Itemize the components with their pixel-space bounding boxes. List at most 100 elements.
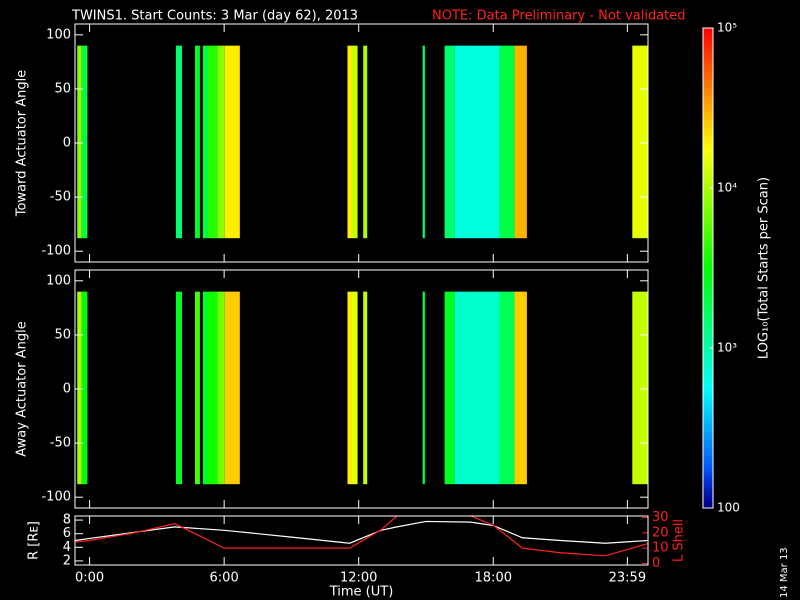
colorbar-step	[703, 136, 713, 141]
colorbar-step	[703, 96, 713, 101]
colorbar-step	[703, 168, 713, 173]
y2-tick-label: 30	[652, 510, 669, 525]
colorbar-step	[703, 312, 713, 317]
heat-cell	[77, 291, 82, 485]
heat-cell	[175, 45, 182, 239]
colorbar-step	[703, 180, 713, 185]
colorbar-step	[703, 84, 713, 89]
colorbar-step	[703, 380, 713, 385]
y-tick-label: 6	[63, 526, 71, 541]
colorbar-step	[703, 348, 713, 353]
colorbar-step	[703, 256, 713, 261]
colorbar-step	[703, 280, 713, 285]
colorbar-step	[703, 112, 713, 117]
heat-cell	[77, 45, 82, 239]
x-tick-label: 6:00	[210, 571, 239, 586]
y2-tick-label: 0	[652, 556, 660, 571]
colorbar-step	[703, 440, 713, 445]
colorbar-step	[703, 488, 713, 493]
y-tick-label: 8	[63, 513, 71, 528]
heat-cell	[632, 291, 648, 485]
colorbar-step	[703, 300, 713, 305]
colorbar-step	[703, 444, 713, 449]
colorbar-step	[703, 476, 713, 481]
colorbar-step	[703, 164, 713, 169]
y-tick-label: -50	[50, 436, 71, 451]
plot-area	[75, 516, 648, 557]
colorbar-step	[703, 376, 713, 381]
y-tick-label: 100	[46, 27, 71, 42]
colorbar-step	[703, 432, 713, 437]
side-label: 14 Mar 13	[779, 547, 790, 598]
colorbar-step	[703, 412, 713, 417]
y-tick-label: 50	[54, 327, 71, 342]
x-tick-label: 23:59	[609, 571, 646, 586]
x-tick-label: 12:00	[340, 571, 377, 586]
colorbar-step	[703, 48, 713, 53]
axes-box	[74, 515, 649, 566]
heat-cell	[202, 291, 208, 485]
colorbar-step	[703, 468, 713, 473]
heat-cell	[351, 45, 358, 239]
colorbar-step	[703, 452, 713, 457]
colorbar-step	[703, 140, 713, 145]
x-axis-label: Time (UT)	[329, 585, 394, 600]
y-tick-label: 0	[63, 136, 71, 151]
colorbar-step	[703, 304, 713, 309]
heat-cell	[217, 291, 225, 485]
y-tick-label: -100	[41, 244, 71, 259]
heat-cell	[194, 45, 200, 239]
colorbar-step	[703, 44, 713, 49]
colorbar-step	[703, 116, 713, 121]
colorbar-step	[703, 288, 713, 293]
colorbar-step	[703, 152, 713, 157]
plot-area	[77, 45, 648, 239]
colorbar-step	[703, 72, 713, 77]
colorbar-step	[703, 456, 713, 461]
y-tick-label: -100	[41, 490, 71, 505]
colorbar-step	[703, 344, 713, 349]
colorbar-step	[703, 484, 713, 489]
heat-cell	[422, 291, 425, 485]
colorbar-step	[703, 400, 713, 405]
colorbar-step	[703, 352, 713, 357]
colorbar-step	[703, 148, 713, 153]
colorbar-step	[703, 460, 713, 465]
colorbar-step	[703, 448, 713, 453]
colorbar-step	[703, 284, 713, 289]
colorbar-step	[703, 132, 713, 137]
colorbar-step	[703, 52, 713, 57]
y-tick-label: 2	[63, 553, 71, 568]
colorbar-step	[703, 316, 713, 321]
y2-tick-label: 10	[652, 541, 669, 556]
colorbar-step	[703, 364, 713, 369]
colorbar-step	[703, 40, 713, 45]
y-tick-label: 100	[46, 273, 71, 288]
colorbar-step	[703, 268, 713, 273]
y-tick-label: 50	[54, 81, 71, 96]
colorbar-step	[703, 124, 713, 129]
colorbar-step	[703, 212, 713, 217]
colorbar-tick-label: 10³	[717, 341, 737, 355]
heat-cell	[347, 291, 352, 485]
colorbar-step	[703, 160, 713, 165]
colorbar-step	[703, 404, 713, 409]
colorbar-step	[703, 296, 713, 301]
colorbar-step	[703, 172, 713, 177]
colorbar-step	[703, 236, 713, 241]
heat-cell	[194, 291, 200, 485]
colorbar-step	[703, 176, 713, 181]
colorbar-box	[702, 27, 714, 509]
colorbar-step	[703, 244, 713, 249]
colorbar-step	[703, 464, 713, 469]
heat-cell	[422, 45, 425, 239]
colorbar-step	[703, 68, 713, 73]
colorbar-step	[703, 356, 713, 361]
colorbar-step	[703, 292, 713, 297]
heat-cell	[217, 45, 225, 239]
colorbar-tick-label: 10⁵	[717, 21, 737, 35]
series-line	[75, 516, 648, 557]
note: NOTE: Data Preliminary - Not validated	[432, 9, 686, 24]
